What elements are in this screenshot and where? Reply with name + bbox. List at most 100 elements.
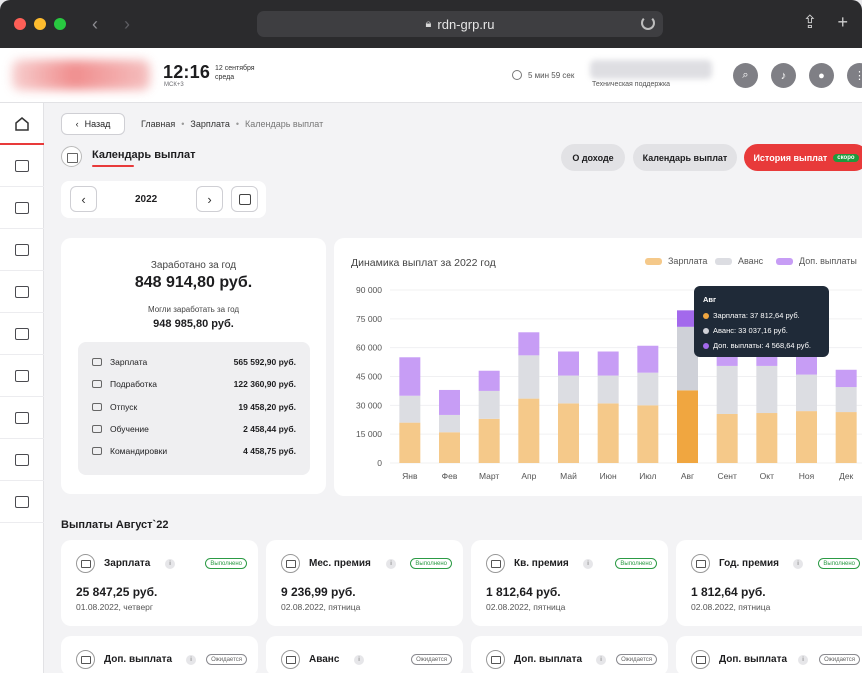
profile-button[interactable]: ● — [809, 63, 834, 88]
bar-segment[interactable] — [835, 412, 857, 463]
bar-segment[interactable] — [439, 389, 460, 415]
history-icon — [512, 70, 522, 80]
payout-card-advance[interactable]: Аванс i Ожидается — [266, 636, 463, 673]
payout-card-yearly-bonus[interactable]: Год. премия i Выполнено 1 812,64 руб. 02… — [676, 540, 862, 626]
bar-segment[interactable] — [835, 369, 857, 388]
prev-year-button[interactable]: ‹ — [70, 186, 97, 212]
info-icon[interactable]: i — [186, 655, 196, 665]
bar-segment[interactable] — [518, 332, 540, 356]
bar-segment[interactable] — [597, 351, 619, 376]
bar-segment[interactable] — [637, 405, 659, 463]
id-card-icon — [15, 453, 29, 466]
bar-segment[interactable] — [478, 390, 500, 419]
bar-segment[interactable] — [518, 398, 540, 463]
sidebar-item-documents[interactable] — [0, 145, 44, 187]
payout-card-quarterly-bonus[interactable]: Кв. премия i Выполнено 1 812,64 руб. 02.… — [471, 540, 668, 626]
sidebar-item-home[interactable] — [0, 103, 44, 145]
bar-segment[interactable] — [716, 365, 738, 414]
bar-segment[interactable] — [756, 413, 778, 463]
company-logo[interactable] — [12, 60, 150, 90]
info-icon[interactable]: i — [596, 655, 606, 665]
sidebar-item-logout[interactable] — [0, 481, 44, 523]
bar-segment[interactable] — [835, 387, 857, 413]
calendar-icon — [61, 146, 82, 167]
income-button[interactable]: О доходе — [561, 144, 625, 171]
sidebar-item-wallet[interactable] — [0, 229, 44, 271]
payout-card-extra[interactable]: Доп. выплата i Ожидается — [471, 636, 668, 673]
browser-forward-icon[interactable]: › — [124, 13, 130, 34]
calendar-picker-button[interactable] — [231, 186, 258, 212]
breadcrumb-home[interactable]: Главная — [141, 119, 176, 129]
y-tick-label: 75 000 — [356, 314, 382, 324]
payout-card-salary[interactable]: Зарплата i Выполнено 25 847,25 руб. 01.0… — [61, 540, 258, 626]
payout-card-monthly-bonus[interactable]: Мес. премия i Выполнено 9 236,99 руб. 02… — [266, 540, 463, 626]
breakdown-value: 122 360,90 руб. — [233, 379, 296, 389]
info-icon[interactable]: i — [793, 559, 803, 569]
bar-segment[interactable] — [597, 403, 619, 463]
minimize-window-button[interactable] — [34, 18, 46, 30]
bar-segment[interactable] — [558, 375, 579, 404]
bar-segment[interactable] — [558, 403, 579, 463]
bar-segment[interactable] — [677, 390, 698, 463]
legend-item-advance[interactable]: Аванс — [715, 256, 763, 266]
browser-back-icon[interactable]: ‹ — [92, 13, 98, 34]
close-window-button[interactable] — [14, 18, 26, 30]
new-tab-icon[interactable]: + — [837, 12, 848, 32]
megaphone-icon — [15, 411, 29, 424]
bar-segment[interactable] — [637, 372, 659, 406]
sidebar-item-vacation[interactable] — [0, 313, 44, 355]
history-button[interactable]: История выплат скоро — [744, 144, 862, 171]
notifications-button[interactable]: ♪ — [771, 63, 796, 88]
bar-segment[interactable] — [518, 355, 540, 399]
share-icon[interactable]: ⇪ — [802, 12, 818, 32]
info-icon[interactable]: i — [798, 655, 808, 665]
payout-card-extra[interactable]: Доп. выплата i Ожидается — [61, 636, 258, 673]
sidebar-item-calendar[interactable] — [0, 271, 44, 313]
bar-segment[interactable] — [558, 351, 579, 376]
sidebar-item-id-card[interactable] — [0, 439, 44, 481]
maximize-window-button[interactable] — [54, 18, 66, 30]
sidebar-item-education[interactable] — [0, 355, 44, 397]
legend-item-salary[interactable]: Зарплата — [645, 256, 707, 266]
address-bar[interactable]: 🔒︎ rdn-grp.ru — [257, 11, 663, 37]
earned-value: 848 914,80 руб. — [134, 274, 253, 291]
payout-card-extra[interactable]: Доп. выплата i Ожидается — [676, 636, 862, 673]
grid-icon: ⋮ — [854, 70, 862, 82]
legend-label: Доп. выплаты — [799, 256, 857, 266]
reload-icon[interactable] — [641, 16, 655, 30]
bar-segment[interactable] — [439, 414, 460, 433]
bar-segment[interactable] — [716, 413, 738, 463]
bar-segment[interactable] — [637, 345, 659, 373]
info-icon[interactable]: i — [165, 559, 175, 569]
search-icon: ⌕ — [742, 69, 749, 81]
info-icon[interactable]: i — [386, 559, 396, 569]
bar-segment[interactable] — [677, 310, 698, 327]
breakdown-label: Подработка — [110, 379, 157, 389]
breadcrumb-salary[interactable]: Зарплата — [190, 119, 230, 129]
could-earn-label: Могли заработать за год — [147, 305, 240, 314]
bar-segment[interactable] — [478, 370, 500, 391]
apps-button[interactable]: ⋮ — [847, 63, 862, 88]
bar-segment[interactable] — [796, 374, 817, 412]
back-button[interactable]: ‹ Назад — [61, 113, 125, 135]
sidebar-item-announcements[interactable] — [0, 397, 44, 439]
bar-segment[interactable] — [399, 357, 421, 396]
bar-segment[interactable] — [399, 422, 421, 463]
info-icon[interactable]: i — [583, 559, 593, 569]
bar-segment[interactable] — [439, 432, 460, 463]
next-year-button[interactable]: › — [196, 186, 223, 212]
info-icon[interactable]: i — [354, 655, 364, 665]
sidebar-item-messages[interactable] — [0, 187, 44, 229]
bar-segment[interactable] — [677, 326, 698, 391]
search-button[interactable]: ⌕ — [733, 63, 758, 88]
bar-segment[interactable] — [399, 395, 421, 423]
legend-item-extra[interactable]: Доп. выплаты — [776, 256, 857, 266]
user-name[interactable] — [590, 60, 712, 79]
bar-segment[interactable] — [478, 418, 500, 463]
bar-segment[interactable] — [796, 411, 817, 463]
bar-segment[interactable] — [756, 365, 778, 414]
bar-segment[interactable] — [796, 352, 817, 375]
calendar-button[interactable]: Календарь выплат — [633, 144, 737, 171]
bar-segment[interactable] — [597, 375, 619, 404]
status-badge: Выполнено — [410, 558, 452, 569]
